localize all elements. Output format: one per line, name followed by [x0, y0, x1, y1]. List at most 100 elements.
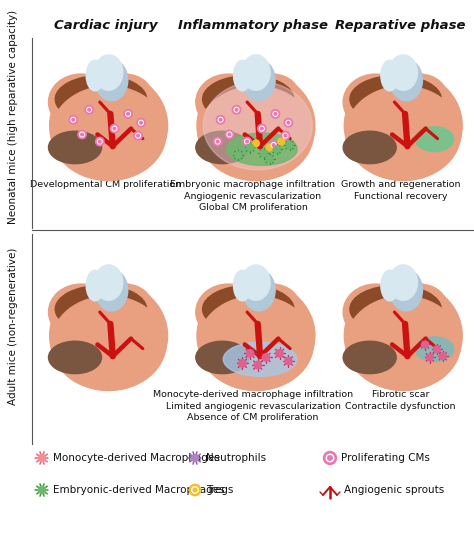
- Circle shape: [422, 341, 428, 348]
- Ellipse shape: [199, 86, 313, 181]
- Ellipse shape: [381, 60, 399, 91]
- Circle shape: [72, 118, 74, 121]
- Circle shape: [259, 126, 264, 131]
- Circle shape: [218, 117, 223, 122]
- Circle shape: [190, 485, 201, 496]
- Circle shape: [287, 121, 290, 124]
- Ellipse shape: [346, 86, 461, 181]
- Ellipse shape: [196, 74, 261, 130]
- Ellipse shape: [343, 131, 396, 163]
- Circle shape: [213, 137, 222, 146]
- Circle shape: [261, 127, 263, 130]
- Circle shape: [278, 138, 285, 145]
- Ellipse shape: [86, 60, 104, 91]
- Circle shape: [137, 134, 139, 137]
- Circle shape: [38, 486, 46, 493]
- Circle shape: [219, 118, 222, 121]
- Circle shape: [234, 108, 239, 112]
- Circle shape: [87, 108, 91, 112]
- Ellipse shape: [343, 284, 408, 340]
- Ellipse shape: [389, 55, 418, 90]
- Ellipse shape: [197, 71, 315, 180]
- Ellipse shape: [197, 281, 315, 390]
- Circle shape: [269, 141, 278, 149]
- Ellipse shape: [343, 341, 396, 374]
- Ellipse shape: [50, 71, 167, 180]
- Circle shape: [245, 139, 249, 144]
- Text: Inflammatory phase: Inflammatory phase: [178, 19, 328, 32]
- Circle shape: [254, 361, 261, 369]
- Circle shape: [136, 133, 140, 138]
- Ellipse shape: [202, 286, 294, 333]
- Ellipse shape: [243, 60, 275, 101]
- Ellipse shape: [51, 296, 166, 391]
- Ellipse shape: [48, 284, 113, 340]
- Ellipse shape: [203, 82, 312, 170]
- Ellipse shape: [344, 281, 462, 390]
- Circle shape: [113, 127, 116, 130]
- Text: Cardiac injury: Cardiac injury: [54, 19, 157, 32]
- Ellipse shape: [196, 284, 261, 340]
- Circle shape: [124, 110, 132, 118]
- Circle shape: [190, 485, 201, 496]
- Circle shape: [227, 132, 232, 137]
- Text: Tregs: Tregs: [206, 485, 233, 495]
- Text: Monocyte-derived macrophage infiltration
Limited angiogenic revascularization
Ab: Monocyte-derived macrophage infiltration…: [153, 391, 353, 423]
- Circle shape: [71, 117, 75, 122]
- Text: Proliferating CMs: Proliferating CMs: [341, 453, 430, 463]
- Circle shape: [246, 144, 254, 151]
- Ellipse shape: [94, 55, 123, 90]
- Circle shape: [235, 151, 242, 159]
- Ellipse shape: [86, 270, 104, 301]
- Ellipse shape: [48, 131, 101, 163]
- Circle shape: [257, 124, 266, 133]
- Ellipse shape: [51, 86, 166, 181]
- Ellipse shape: [48, 74, 113, 130]
- Text: Developmental CM proliferation: Developmental CM proliferation: [30, 181, 181, 189]
- Circle shape: [80, 132, 84, 137]
- Circle shape: [134, 131, 142, 140]
- Ellipse shape: [234, 270, 251, 301]
- Ellipse shape: [55, 286, 146, 333]
- Ellipse shape: [394, 285, 447, 332]
- Text: Growth and regeneration
Functional recovery: Growth and regeneration Functional recov…: [341, 181, 460, 201]
- Circle shape: [323, 452, 337, 465]
- Circle shape: [266, 144, 273, 151]
- Circle shape: [88, 108, 91, 111]
- Circle shape: [273, 111, 278, 116]
- Circle shape: [126, 111, 130, 116]
- Circle shape: [239, 360, 246, 367]
- Circle shape: [85, 105, 93, 114]
- Circle shape: [286, 120, 291, 125]
- Text: Fibrotic scar
Contractile dysfunction: Fibrotic scar Contractile dysfunction: [345, 391, 456, 411]
- Circle shape: [276, 349, 283, 357]
- Ellipse shape: [389, 265, 418, 300]
- Circle shape: [328, 456, 332, 460]
- Ellipse shape: [350, 286, 441, 333]
- Ellipse shape: [394, 74, 447, 122]
- Ellipse shape: [94, 265, 123, 300]
- Ellipse shape: [343, 74, 408, 130]
- Circle shape: [98, 139, 102, 144]
- Text: Angiogenic sprouts: Angiogenic sprouts: [344, 485, 444, 495]
- Ellipse shape: [243, 269, 275, 311]
- Ellipse shape: [346, 296, 461, 391]
- Circle shape: [326, 454, 334, 462]
- Circle shape: [281, 131, 290, 140]
- Text: Neonatal mice (high reparative capacity): Neonatal mice (high reparative capacity): [9, 10, 18, 224]
- Ellipse shape: [247, 285, 300, 332]
- Circle shape: [99, 140, 101, 143]
- Circle shape: [284, 118, 292, 127]
- Ellipse shape: [95, 60, 128, 101]
- Circle shape: [439, 353, 446, 360]
- Circle shape: [192, 487, 198, 493]
- Ellipse shape: [390, 269, 422, 311]
- Circle shape: [284, 134, 287, 137]
- Ellipse shape: [350, 76, 441, 123]
- Ellipse shape: [199, 296, 313, 391]
- Ellipse shape: [100, 285, 153, 332]
- Ellipse shape: [48, 341, 101, 374]
- Ellipse shape: [381, 270, 399, 301]
- Circle shape: [271, 143, 276, 147]
- Ellipse shape: [390, 60, 422, 101]
